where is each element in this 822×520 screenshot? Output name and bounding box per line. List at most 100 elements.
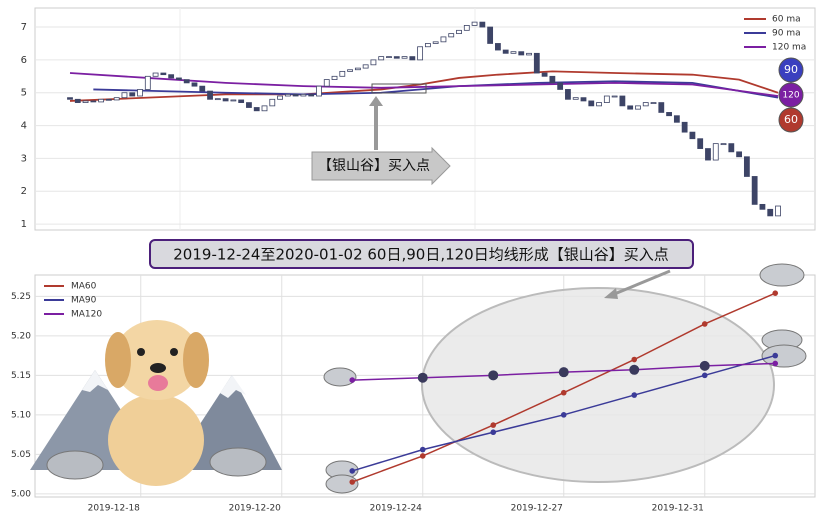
- candle-body: [121, 92, 128, 99]
- candle-body: [775, 205, 781, 217]
- ma-point: [349, 468, 356, 474]
- ma-point: [349, 377, 356, 383]
- legend-label: MA90: [71, 296, 97, 306]
- y-tick-label: 6: [21, 55, 27, 66]
- mountain-snow: [82, 370, 108, 392]
- candle-body: [347, 69, 353, 72]
- ma-point: [490, 422, 497, 428]
- candle-body: [316, 85, 322, 97]
- illustration: [30, 320, 282, 486]
- candle-body: [168, 74, 175, 79]
- x-tick-label: 2019-12-24: [370, 504, 423, 514]
- candle-body: [152, 72, 159, 77]
- candle-body: [495, 43, 501, 51]
- candle-body: [456, 29, 462, 35]
- candle-body: [82, 100, 89, 103]
- ma-point: [772, 360, 779, 367]
- y-tick-label: 4: [21, 121, 27, 132]
- candle-body: [432, 41, 439, 44]
- candle-body: [743, 156, 750, 177]
- ma-point: [701, 372, 708, 379]
- candle-body: [557, 82, 564, 90]
- legend-label: 60 ma: [772, 15, 801, 25]
- candle-body: [370, 59, 377, 66]
- candle-body: [541, 72, 548, 77]
- candle-body: [160, 72, 167, 76]
- candle-body: [339, 70, 346, 77]
- candle-body: [113, 97, 120, 101]
- candle-body: [720, 143, 727, 146]
- candle-body: [658, 102, 665, 113]
- annotation-box: [371, 83, 427, 94]
- candle-body: [642, 102, 649, 107]
- legend-label: MA60: [71, 282, 97, 292]
- candle-body: [98, 98, 105, 103]
- candle-body: [106, 98, 112, 101]
- candle-body: [331, 75, 338, 80]
- y-tick-label: 5: [21, 88, 27, 99]
- candle-body: [627, 105, 634, 110]
- dog-body: [108, 394, 204, 486]
- silver-ingot: [325, 474, 359, 494]
- candle-body: [300, 93, 307, 97]
- title-box: [149, 239, 694, 269]
- candle-body: [378, 56, 385, 61]
- candle-body: [588, 100, 595, 107]
- badge: [778, 107, 804, 133]
- candle-body: [767, 208, 774, 217]
- candle-body: [354, 67, 361, 71]
- candle-body: [183, 79, 190, 84]
- y-tick-label: 5.20: [11, 331, 31, 341]
- y-tick-label: 1: [21, 219, 27, 230]
- candle-body: [471, 21, 478, 26]
- candle-body: [401, 56, 408, 59]
- y-tick-label: 5.15: [11, 371, 31, 381]
- candle-body: [277, 95, 283, 100]
- candle-body: [596, 102, 602, 107]
- candle-body: [526, 52, 532, 56]
- y-tick-label: 2: [21, 186, 27, 197]
- candle-body: [90, 100, 97, 103]
- ma-point: [699, 360, 710, 371]
- x-tick-label: 2019-12-27: [511, 504, 563, 514]
- candle-body: [565, 89, 571, 100]
- ma-point: [349, 479, 356, 485]
- badge-label: 60: [784, 113, 798, 126]
- candle-body: [261, 105, 268, 112]
- candle-body: [572, 97, 579, 100]
- candle-body: [666, 112, 672, 117]
- candle-body: [510, 51, 517, 54]
- candle-body: [137, 89, 143, 97]
- badge-label: 90: [784, 63, 798, 76]
- candle-body: [323, 79, 330, 87]
- dog-ear: [183, 332, 209, 388]
- pointer-arrow-head: [604, 288, 618, 299]
- candle-body: [424, 43, 431, 48]
- pointer-arrow: [611, 269, 671, 297]
- candle-body: [533, 52, 540, 74]
- candle-body: [199, 85, 206, 92]
- dog-ear: [105, 332, 131, 388]
- candle-body: [487, 26, 494, 44]
- candle-body: [362, 64, 369, 69]
- candle-body: [238, 99, 245, 103]
- annotation-label: 【银山谷】买入点: [318, 158, 430, 174]
- ingot-icons: [323, 263, 807, 494]
- silver-ingot: [759, 263, 805, 287]
- candle-body: [144, 75, 151, 90]
- ma-point: [560, 389, 567, 396]
- candle-body: [580, 97, 587, 102]
- badge: [778, 57, 804, 83]
- candle-body: [253, 107, 260, 112]
- dog-eye: [170, 348, 178, 356]
- candle-body: [417, 46, 424, 61]
- candle-body: [705, 148, 711, 161]
- candle-body: [518, 51, 525, 56]
- candle-body: [246, 102, 252, 108]
- legend-label: 90 ma: [772, 29, 801, 39]
- candle-body: [230, 99, 237, 102]
- ma-point: [419, 453, 426, 459]
- candle-body: [448, 33, 455, 38]
- silver-ingot: [209, 447, 267, 477]
